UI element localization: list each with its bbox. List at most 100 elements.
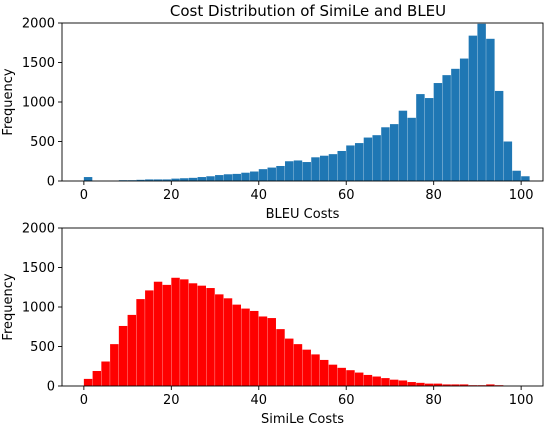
bleu-x-tick-label: 0 [80,188,88,203]
bleu-bar [451,68,460,181]
bleu-bar [83,177,93,181]
simile-bar [127,314,137,386]
bleu-y-tick-label: 2000 [22,17,55,32]
bleu-bar [372,135,381,181]
bleu-bar [389,124,399,181]
bleu-bar [162,179,172,181]
bleu-bar [136,179,145,181]
simile-bar [372,376,381,386]
bleu-y-tick-label: 0 [47,175,55,190]
bleu-bar [206,176,215,181]
bleu-bar [503,141,513,181]
bleu-bar [241,172,250,181]
simile-x-axis-label: SimiLe Costs [261,412,344,426]
bleu-bar [521,176,530,181]
simile-bar [223,298,233,386]
simile-y-axis-label: Frequency [1,273,16,340]
bleu-bar [171,178,180,181]
bleu-bar [319,155,329,181]
simile-bar [381,378,390,386]
simile-bar [328,364,338,386]
bleu-bar [223,174,233,181]
bleu-bar [407,117,416,181]
bleu-bar [328,154,338,181]
simile-y-tick-label: 2000 [22,222,55,237]
simile-bar [171,277,180,386]
simile-bar [83,378,93,386]
bleu-bar [442,75,451,181]
bleu-x-tick-label: 80 [425,188,442,203]
bleu-bar [381,127,390,181]
simile-bar [363,374,373,386]
simile-bar [416,382,425,386]
simile-bar [285,338,294,386]
simile-bar [145,290,154,386]
bleu-x-tick-label: 20 [163,188,180,203]
simile-bar [337,367,346,386]
simile-bar [276,329,285,386]
simile-bar [188,283,198,386]
simile-bar [451,384,460,386]
bleu-y-tick-label: 500 [30,135,55,150]
simile-bar [486,384,495,386]
bleu-bar [276,165,285,181]
bleu-x-axis-label: BLEU Costs [266,207,340,222]
simile-bar [319,359,329,386]
simile-x-tick-label: 80 [425,393,442,408]
simile-bar [459,384,469,386]
simile-bar [180,279,189,386]
simile-bar [267,318,276,386]
bleu-bar [354,143,364,181]
simile-bar [433,383,443,386]
simile-y-tick-label: 500 [30,340,55,355]
bleu-bar [424,98,434,181]
bleu-y-axis-label: Frequency [1,68,16,135]
bleu-bar [258,169,268,181]
bleu-x-tick-label: 100 [509,188,534,203]
simile-bar [92,370,102,386]
simile-bar [136,299,145,386]
bleu-bar [145,179,154,181]
bleu-y-tick-label: 1500 [22,56,55,71]
simile-y-tick-label: 1500 [22,261,55,276]
simile-bar [110,344,119,386]
bleu-bar [267,167,276,181]
simile-bar [442,384,451,386]
bleu-bar [459,58,469,181]
bleu-bar [153,179,163,181]
simile-x-tick-label: 60 [338,393,355,408]
bleu-bar [232,173,241,181]
simile-x-tick-label: 100 [509,393,534,408]
bleu-y-tick-label: 1000 [22,96,55,111]
bleu-bar [416,94,425,181]
simile-x-tick-label: 0 [80,393,88,408]
bleu-bar [477,23,486,181]
bleu-x-tick-label: 60 [338,188,355,203]
bleu-bar [486,38,495,181]
bleu-bar [433,83,443,181]
simile-bar [311,354,320,386]
bleu-bar [363,137,373,181]
bleu-bar [302,162,311,181]
bleu-bar [197,177,206,181]
simile-bar [206,288,215,386]
bleu-bar [250,171,259,181]
simile-y-tick-label: 0 [47,380,55,395]
simile-y-tick-label: 1000 [22,301,55,316]
simile-bar [118,325,128,386]
chart-title: Cost Distribution of SimiLe and BLEU [170,2,446,20]
bleu-bar [337,150,346,181]
simile-bar [346,370,355,386]
bleu-x-tick-label: 40 [250,188,267,203]
simile-bar [293,344,303,386]
bleu-bar [215,175,224,181]
simile-bar [407,382,416,386]
bleu-bar [285,161,294,181]
simile-bar [241,308,250,386]
bleu-bar [188,177,198,181]
bleu-bar [180,178,189,181]
